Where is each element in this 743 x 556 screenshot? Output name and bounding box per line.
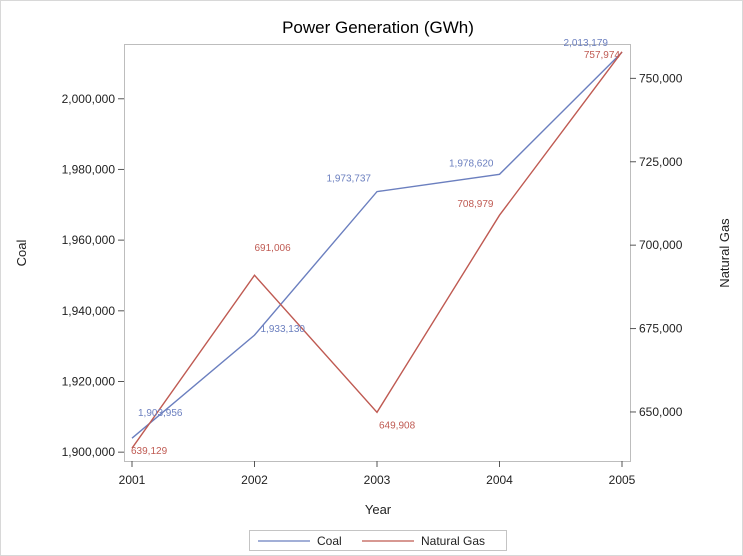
data-labels: 1,903,956 1,933,130 1,973,737 1,978,620 2,01… [131, 38, 620, 457]
right-tick-label: 700,000 [639, 238, 683, 252]
left-tick-label: 1,920,000 [62, 374, 116, 388]
x-tick-label: 2001 [119, 473, 146, 487]
data-label-natural-gas: 708,979 [457, 199, 494, 210]
x-tick-label: 2004 [486, 473, 513, 487]
right-tick-label: 725,000 [639, 155, 683, 169]
data-label-coal: 1,978,620 [449, 158, 494, 169]
x-axis-title: Year [365, 502, 392, 517]
legend: Coal Natural Gas [249, 530, 507, 551]
right-tick-label: 750,000 [639, 71, 683, 85]
left-tick-label: 1,960,000 [62, 233, 116, 247]
data-label-coal: 1,903,956 [138, 408, 183, 419]
data-label-natural-gas: 639,129 [131, 446, 168, 457]
x-tick-label: 2005 [609, 473, 636, 487]
x-axis-ticks: 2001 2002 2003 2004 2005 [119, 461, 636, 487]
legend-label-coal: Coal [317, 534, 342, 548]
legend-label-natural-gas: Natural Gas [421, 534, 485, 548]
series-line-natural-gas [131, 51, 623, 449]
left-tick-label: 1,940,000 [62, 304, 116, 318]
data-label-natural-gas: 757,974 [584, 50, 621, 61]
data-label-natural-gas: 649,908 [379, 420, 416, 431]
right-tick-label: 675,000 [639, 322, 683, 336]
left-axis-title: Coal [14, 240, 29, 267]
left-tick-label: 1,980,000 [62, 162, 116, 176]
right-tick-label: 650,000 [639, 405, 683, 419]
left-tick-label: 1,900,000 [62, 445, 116, 459]
data-label-coal: 1,933,130 [261, 324, 306, 335]
series-lines [131, 51, 623, 449]
series-line-coal [131, 51, 623, 439]
right-axis-title: Natural Gas [717, 218, 732, 288]
left-axis-ticks: 1,900,000 1,920,000 1,940,000 1,960,000 1,98… [62, 92, 124, 459]
plot-area [124, 44, 631, 462]
data-label-coal: 1,973,737 [327, 174, 372, 185]
x-tick-label: 2002 [241, 473, 268, 487]
data-label-coal: 2,013,179 [564, 38, 609, 49]
data-label-natural-gas: 691,006 [255, 243, 292, 254]
x-tick-label: 2003 [364, 473, 391, 487]
chart-title: Power Generation (GWh) [282, 18, 474, 37]
left-tick-label: 2,000,000 [62, 92, 116, 106]
right-axis-ticks: 650,000 675,000 700,000 725,000 750,000 [630, 71, 683, 419]
